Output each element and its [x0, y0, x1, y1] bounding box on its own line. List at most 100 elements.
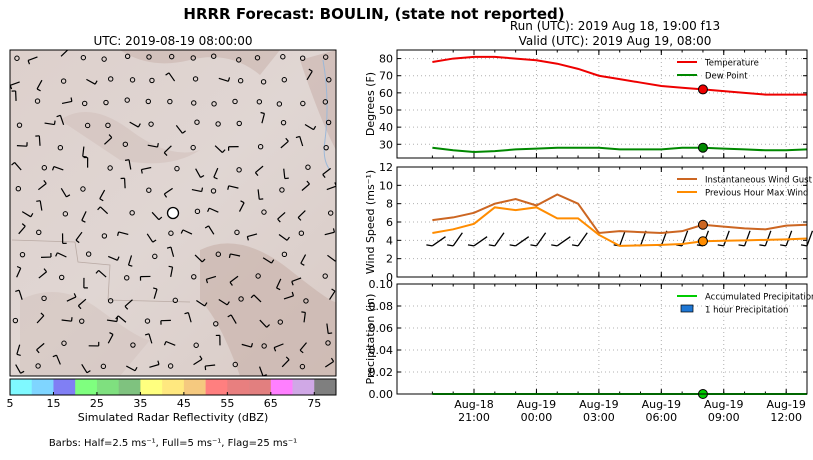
calm-wind-circle: [191, 100, 197, 106]
wind-barb: [15, 364, 25, 374]
timeseries-wind-barb: [530, 232, 547, 247]
wind-barb: [262, 257, 275, 264]
wind-barb: [180, 229, 193, 235]
wind-barb: [51, 165, 64, 171]
calm-wind-circle: [14, 55, 20, 61]
calm-wind-circle: [299, 55, 306, 61]
calm-wind-circle: [191, 274, 197, 280]
wind-barb: [107, 332, 114, 344]
calm-wind-circle: [236, 167, 242, 173]
calm-wind-circle: [174, 165, 180, 172]
calm-wind-circle: [41, 295, 47, 302]
y-axis-label: Wind Speed (ms⁻¹): [364, 170, 377, 274]
wind-barb: [61, 317, 73, 322]
wind-barb: [16, 265, 22, 278]
calm-wind-circle: [57, 145, 64, 151]
wind-barb: [191, 187, 204, 193]
calm-wind-circle: [305, 164, 311, 170]
calm-wind-circle: [194, 208, 201, 215]
wind-barb: [195, 168, 205, 178]
y-tick-label: 0: [386, 271, 393, 284]
wind-barb: [324, 357, 335, 368]
wind-barb: [38, 268, 48, 279]
calm-wind-circle: [190, 144, 196, 151]
series-line-temperature: [432, 55, 807, 96]
legend-entry: Previous Hour Max Wind: [705, 189, 808, 199]
y-tick-label: 80: [379, 53, 393, 66]
wind-barb: [147, 143, 159, 148]
wind-barb: [106, 317, 119, 323]
calm-wind-circle: [129, 77, 136, 83]
wind-barb: [175, 125, 186, 134]
legend-entry: Dew Point: [705, 72, 748, 82]
x-tick-date: Aug-19: [704, 398, 743, 411]
wind-barb: [218, 77, 231, 82]
calm-wind-circle: [107, 165, 113, 171]
calm-wind-circle: [122, 141, 129, 147]
wind-barb: [301, 180, 310, 191]
wind-barb: [168, 265, 174, 278]
timeseries-wind-barb: [759, 230, 772, 247]
calm-wind-circle: [238, 296, 244, 302]
wind-barb: [207, 207, 219, 213]
series-line-dew-point: [432, 146, 808, 154]
wind-barb: [44, 120, 56, 126]
calm-wind-circle: [322, 273, 328, 279]
calm-wind-circle: [303, 298, 309, 304]
wind-barb: [204, 225, 215, 235]
legend-entry: Instantaneous Wind Gust: [705, 176, 813, 186]
colorbar-tick-label: 45: [177, 397, 191, 410]
wind-barb: [15, 289, 23, 300]
wind-barb: [75, 231, 83, 244]
colorbar-tick-label: 25: [90, 397, 104, 410]
calm-wind-circle: [60, 78, 67, 84]
calm-wind-circle: [130, 342, 136, 348]
calm-wind-circle: [325, 119, 332, 126]
calm-wind-circle: [152, 253, 158, 260]
plot-frame: [396, 49, 808, 159]
x-tick-date: Aug-19: [579, 398, 618, 411]
wind-barb: [196, 300, 208, 307]
calm-wind-circle: [100, 363, 107, 370]
timeseries-wind-barb: [800, 230, 813, 247]
calm-wind-circle: [255, 273, 261, 279]
wind-barb: [283, 291, 295, 300]
wind-barb: [77, 298, 87, 310]
calm-wind-circle: [211, 101, 217, 107]
plot-area: [397, 284, 807, 394]
wind-barb: [163, 145, 172, 157]
precipitation-panel: 0.00 0.02 0.04 0.06 0.08 0.10 Precipitation (i…: [364, 278, 813, 401]
wind-barb: [301, 311, 306, 323]
colorbar-swatch: [31, 379, 54, 395]
legend-swatch: [680, 304, 694, 313]
colorbar-tick-label: 35: [133, 397, 147, 410]
calm-wind-circle: [61, 340, 67, 346]
plot-frame: [396, 283, 808, 395]
timeseries-wind-barb: [447, 232, 463, 247]
wind-barb: [280, 137, 289, 149]
wind-barb: [278, 233, 290, 241]
valid-time-marker: [697, 219, 708, 230]
calm-wind-circle: [192, 76, 199, 82]
calm-wind-circle: [279, 187, 285, 193]
calm-wind-circle: [12, 317, 19, 324]
wind-barb: [227, 146, 239, 151]
calm-wind-circle: [101, 233, 108, 239]
y-tick-label: 4: [386, 234, 393, 247]
wind-barb: [277, 211, 286, 223]
calm-wind-circle: [322, 99, 329, 105]
wind-barb: [329, 288, 336, 300]
reflectivity-colorbar: 5 15 25 35 45 55 65 75: [7, 378, 337, 410]
wind-barb: [129, 121, 141, 128]
wind-barb: [140, 166, 152, 174]
calm-wind-circle: [146, 187, 152, 193]
wind-barb: [81, 363, 91, 374]
y-tick-label: 0.00: [369, 388, 394, 401]
wind-barb: [300, 254, 307, 266]
calm-wind-circle: [322, 54, 329, 60]
wind-barb: [227, 314, 237, 324]
wind-barb: [60, 50, 69, 57]
y-axis-label: Degrees (F): [364, 72, 377, 136]
y-tick-label: 10: [379, 179, 393, 192]
time-axis: Aug-1821:00Aug-1900:00Aug-1903:00Aug-190…: [454, 398, 806, 424]
